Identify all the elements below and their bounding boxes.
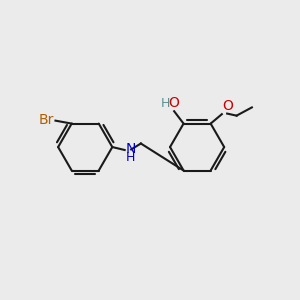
Text: H: H	[126, 151, 135, 164]
Text: O: O	[222, 99, 233, 113]
Text: H: H	[160, 97, 170, 110]
Text: O: O	[169, 96, 180, 110]
Text: N: N	[126, 142, 136, 156]
Text: Br: Br	[39, 113, 54, 127]
